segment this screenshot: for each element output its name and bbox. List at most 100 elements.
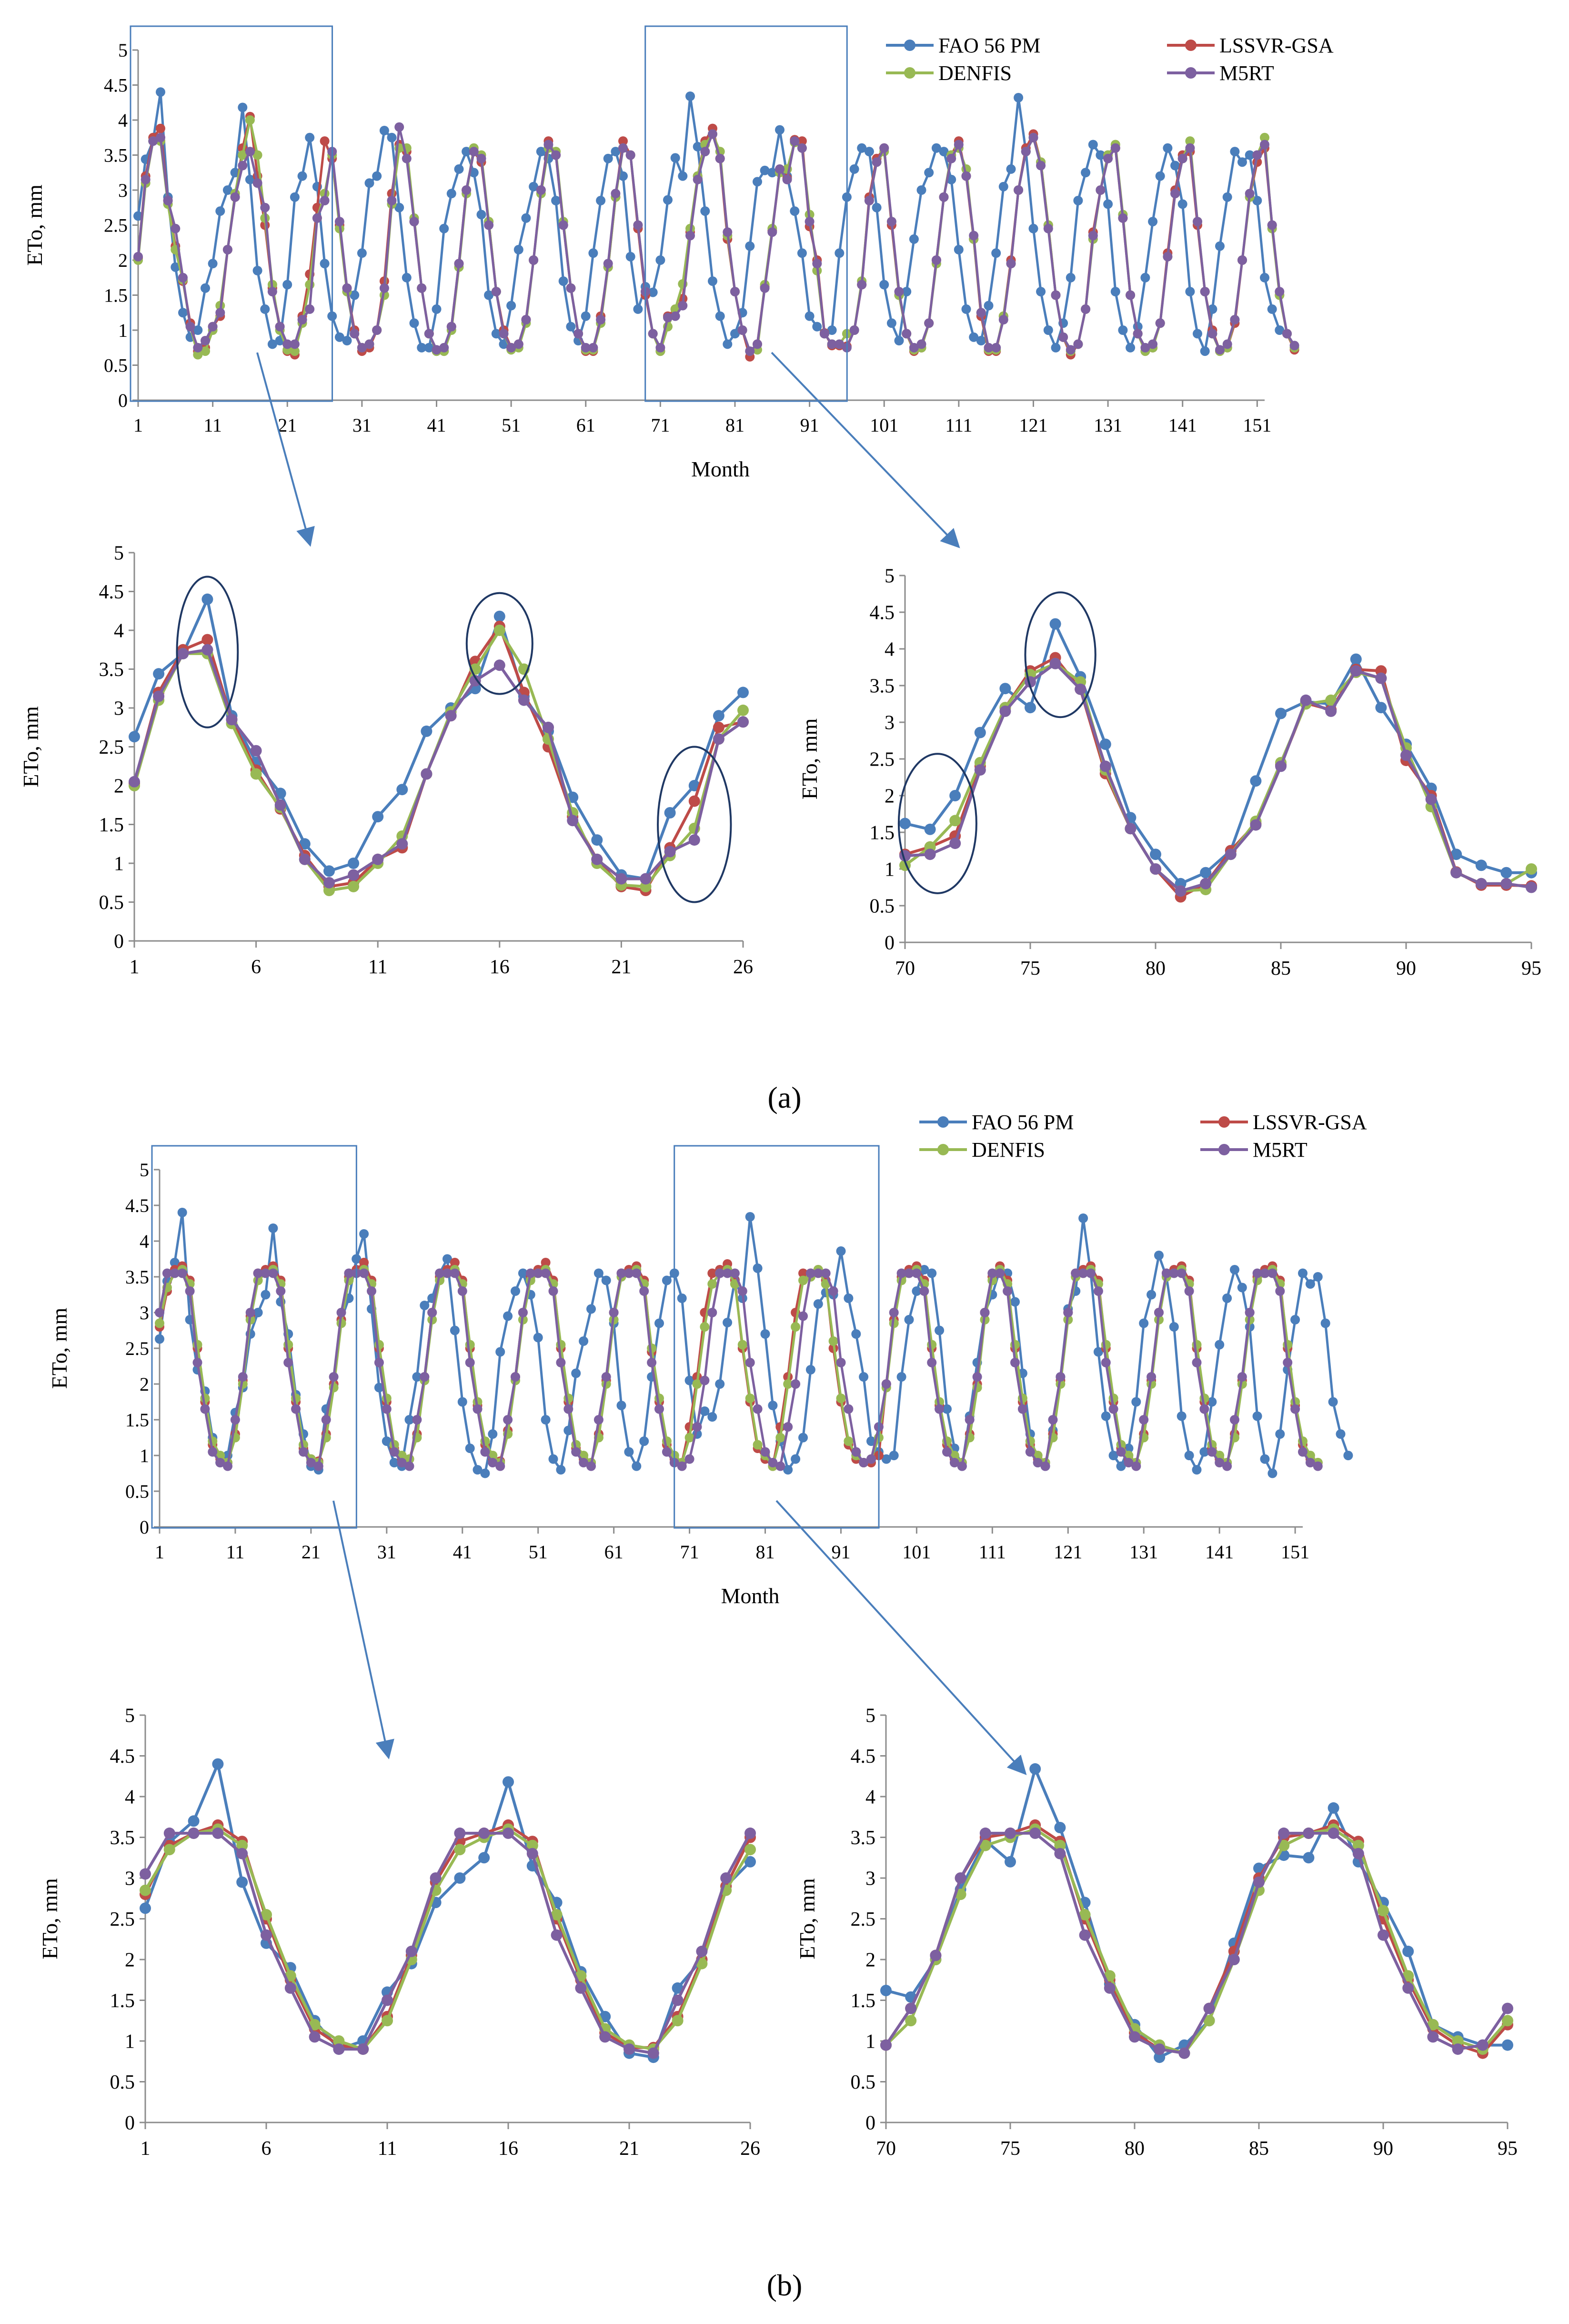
data-point-denfis (696, 1958, 708, 1970)
data-point-m5rt (1101, 1358, 1111, 1367)
y-tick-label: 4 (140, 1231, 149, 1252)
data-point-m5rt (783, 1422, 793, 1432)
data-point-denfis (836, 1394, 846, 1403)
data-point-fao-56-pm (566, 322, 576, 332)
data-point-m5rt (476, 153, 486, 163)
data-point-m5rt (1005, 1827, 1016, 1839)
data-point-fao-56-pm (1199, 1447, 1209, 1457)
x-tick-label: 41 (427, 414, 446, 436)
data-point-denfis (348, 880, 360, 892)
data-point-m5rt (445, 710, 457, 722)
highlight-ellipse (465, 592, 533, 695)
data-point-fao-56-pm (618, 171, 628, 181)
data-point-m5rt (593, 1415, 603, 1425)
chart-a_full: 00.511.522.533.544.551 11 21 31 41 51 61 71 81 91… (22, 25, 1334, 481)
data-point-m5rt (1267, 220, 1277, 230)
data-point-denfis (238, 150, 248, 160)
data-point-m5rt (1237, 1372, 1247, 1382)
data-point-fao-56-pm (268, 1223, 278, 1233)
data-point-m5rt (753, 1404, 763, 1414)
x-tick-label: 90 (1373, 2138, 1393, 2160)
y-tick-label: 3 (140, 1302, 149, 1324)
data-point-fao-56-pm (129, 731, 140, 743)
data-point-m5rt (700, 147, 710, 157)
data-point-m5rt (162, 1268, 172, 1278)
data-point-fao-56-pm (685, 91, 695, 101)
data-point-fao-56-pm (1475, 859, 1487, 871)
data-point-fao-56-pm (1078, 1213, 1088, 1223)
data-point-m5rt (200, 1404, 210, 1414)
data-point-m5rt (1051, 290, 1061, 300)
data-point-m5rt (1079, 1929, 1091, 1941)
data-point-denfis (828, 1336, 838, 1346)
data-point-m5rt (511, 1372, 520, 1382)
data-point-m5rt (581, 343, 591, 353)
data-point-m5rt (1289, 341, 1299, 351)
data-point-m5rt (543, 721, 554, 733)
data-point-fao-56-pm (1177, 1411, 1187, 1421)
data-point-fao-56-pm (533, 1333, 543, 1343)
data-point-m5rt (688, 834, 700, 846)
data-point-lssvr-gsa (541, 1258, 551, 1267)
data-point-m5rt (812, 259, 822, 269)
data-point-m5rt (1425, 793, 1437, 805)
data-point-m5rt (1475, 878, 1487, 889)
data-point-fao-56-pm (1099, 738, 1111, 750)
data-point-m5rt (603, 259, 613, 269)
data-point-denfis (454, 1844, 466, 1856)
data-point-m5rt (866, 1454, 876, 1464)
data-point-m5rt (177, 1268, 187, 1278)
x-tick-label: 70 (895, 958, 915, 980)
series-line-denfis (133, 629, 744, 892)
data-point-m5rt (465, 1358, 475, 1367)
data-point-m5rt (462, 185, 472, 195)
x-tick-label: 61 (576, 414, 595, 436)
data-point-m5rt (469, 675, 481, 687)
data-point-m5rt (768, 1458, 778, 1467)
data-point-m5rt (1452, 2043, 1464, 2055)
data-point-denfis (1185, 136, 1195, 146)
data-point-fao-56-pm (1237, 1283, 1247, 1293)
data-point-m5rt (1203, 2002, 1215, 2014)
data-point-m5rt (1237, 255, 1247, 265)
data-point-fao-56-pm (931, 143, 941, 153)
data-point-m5rt (1088, 231, 1098, 241)
data-point-m5rt (543, 140, 553, 150)
data-point-m5rt (984, 343, 994, 353)
y-tick-label: 1 (114, 853, 124, 875)
y-tick-label: 2 (118, 250, 128, 271)
data-point-m5rt (639, 1286, 649, 1296)
data-point-m5rt (1104, 1982, 1116, 1994)
data-point-fao-56-pm (424, 343, 434, 353)
data-point-fao-56-pm (493, 610, 505, 622)
data-point-m5rt (1163, 252, 1173, 262)
data-point-m5rt (488, 1458, 498, 1467)
data-point-fao-56-pm (1177, 199, 1187, 209)
data-point-fao-56-pm (417, 343, 427, 353)
data-point-fao-56-pm (412, 1372, 422, 1382)
x-tick-label: 21 (611, 956, 631, 978)
data-point-m5rt (1028, 132, 1038, 142)
x-tick-label: 95 (1521, 958, 1541, 980)
y-tick-label: 0 (885, 932, 895, 954)
data-point-fao-56-pm (1193, 329, 1202, 339)
data-point-m5rt (276, 1286, 286, 1296)
x-tick-label: 11 (203, 414, 222, 436)
data-point-m5rt (625, 150, 635, 160)
legend-label: M5RT (1253, 1138, 1308, 1162)
data-point-m5rt (1014, 185, 1024, 195)
data-point-m5rt (1245, 189, 1255, 199)
data-point-m5rt (1402, 1982, 1414, 1994)
legend-label: DENFIS (938, 61, 1012, 85)
y-tick-label: 4 (865, 1787, 875, 1809)
data-point-m5rt (342, 283, 352, 293)
data-point-m5rt (904, 1268, 914, 1278)
y-tick-label: 0.5 (110, 2071, 135, 2093)
x-tick-label: 101 (870, 414, 898, 436)
data-point-denfis (798, 1275, 808, 1285)
data-point-m5rt (720, 1872, 732, 1884)
data-point-m5rt (916, 339, 926, 349)
data-point-m5rt (284, 1982, 296, 1994)
y-tick-label: 4.5 (125, 1195, 149, 1216)
data-point-fao-56-pm (760, 1329, 770, 1339)
